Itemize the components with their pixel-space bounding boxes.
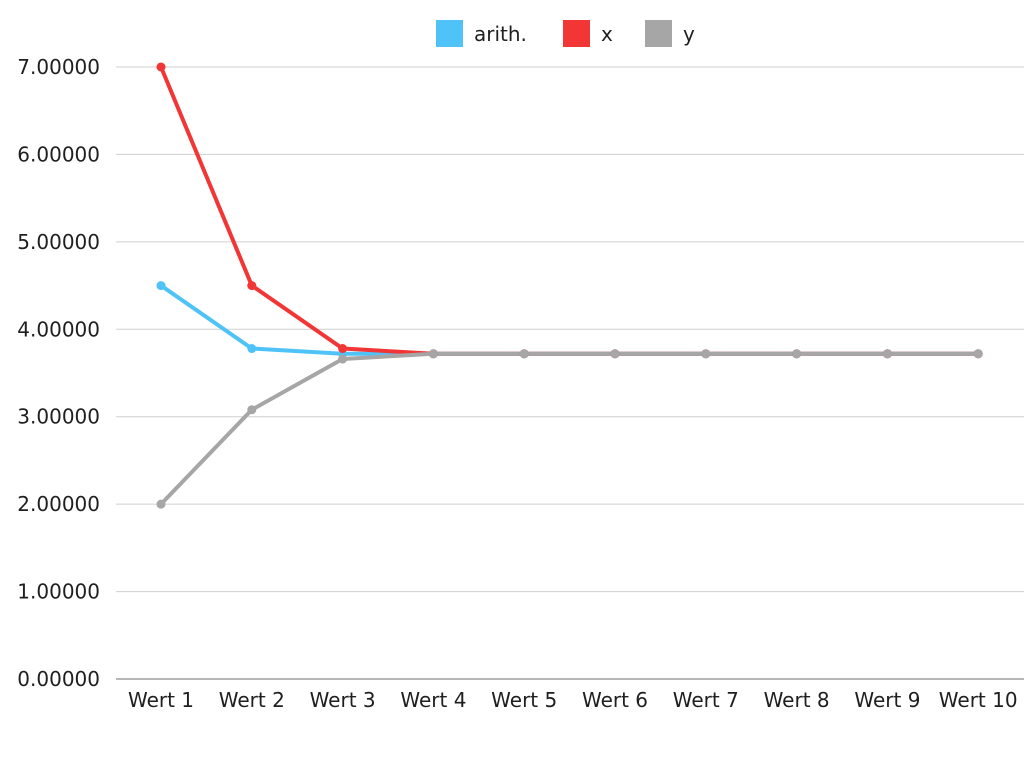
legend-swatch xyxy=(436,20,463,47)
data-point xyxy=(247,281,257,291)
data-point xyxy=(610,349,620,359)
data-point xyxy=(882,349,892,359)
legend-item: x xyxy=(563,20,613,47)
data-point xyxy=(338,354,348,364)
x-tick-label: Wert 2 xyxy=(219,688,285,712)
y-tick-label: 0.00000 xyxy=(17,667,100,691)
series-points xyxy=(156,62,983,509)
data-point xyxy=(338,344,348,354)
series-lines xyxy=(159,65,981,507)
y-tick-label: 1.00000 xyxy=(17,580,100,604)
legend-label: x xyxy=(601,22,613,46)
x-tick-label: Wert 1 xyxy=(128,688,194,712)
y-tick-label: 6.00000 xyxy=(17,142,100,166)
legend-item: y xyxy=(645,20,695,47)
x-tick-label: Wert 8 xyxy=(764,688,830,712)
y-tick-label: 5.00000 xyxy=(17,230,100,254)
x-tick-label: Wert 5 xyxy=(491,688,557,712)
legend-label: arith. xyxy=(474,22,527,46)
data-point xyxy=(247,405,257,415)
data-point xyxy=(156,281,166,291)
data-point xyxy=(156,499,166,509)
axes: 0.00000 1.00000 2.00000 3.00000 4.00000 5.000… xyxy=(17,55,1024,712)
legend: arith. x y xyxy=(436,20,695,47)
series-line-y xyxy=(159,351,981,507)
x-tick-label: Wert 6 xyxy=(582,688,648,712)
legend-swatch xyxy=(645,20,672,47)
x-tick-label: Wert 3 xyxy=(310,688,376,712)
data-point xyxy=(701,349,711,359)
y-tick-label: 4.00000 xyxy=(17,317,100,341)
data-point xyxy=(519,349,529,359)
y-tick-label: 2.00000 xyxy=(17,492,100,516)
legend-item: arith. xyxy=(436,20,527,47)
x-tick-label: Wert 10 xyxy=(939,688,1018,712)
data-point xyxy=(247,344,257,354)
data-point xyxy=(792,349,802,359)
x-tick-label: Wert 7 xyxy=(673,688,739,712)
x-tick-label: Wert 9 xyxy=(854,688,920,712)
data-point xyxy=(428,349,438,359)
legend-label: y xyxy=(683,22,695,46)
series-line-arith xyxy=(159,283,981,356)
data-point xyxy=(156,62,166,72)
x-tick-label: Wert 4 xyxy=(400,688,466,712)
grid-lines xyxy=(116,66,1024,593)
y-tick-label: 3.00000 xyxy=(17,405,100,429)
y-tick-label: 7.00000 xyxy=(17,55,100,79)
legend-swatch xyxy=(563,20,590,47)
series-line-x xyxy=(159,65,981,356)
data-point xyxy=(973,349,983,359)
